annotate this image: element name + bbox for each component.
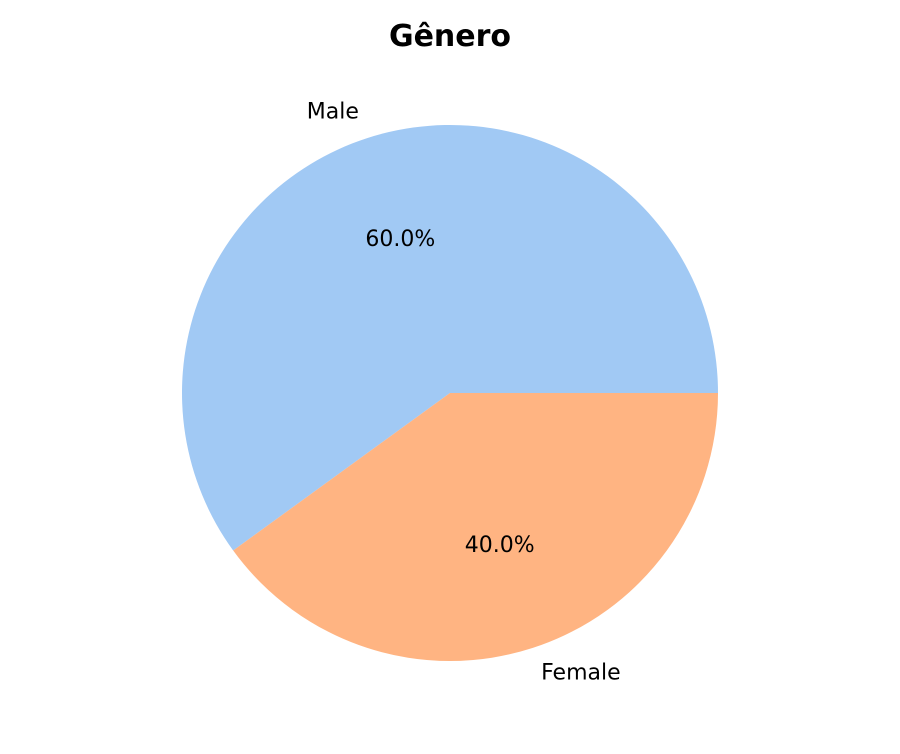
chart-title: Gênero	[389, 19, 511, 54]
slice-percent-male: 60.0%	[365, 227, 435, 252]
pie-labels: Male 60.0% Female 40.0%	[307, 100, 621, 686]
pie-slice-male	[181, 124, 718, 551]
slice-label-female: Female	[541, 660, 621, 685]
slice-percent-female: 40.0%	[465, 533, 535, 558]
slice-label-male: Male	[307, 100, 359, 125]
pie-slice-female	[233, 393, 718, 661]
pie-slices	[181, 124, 718, 661]
